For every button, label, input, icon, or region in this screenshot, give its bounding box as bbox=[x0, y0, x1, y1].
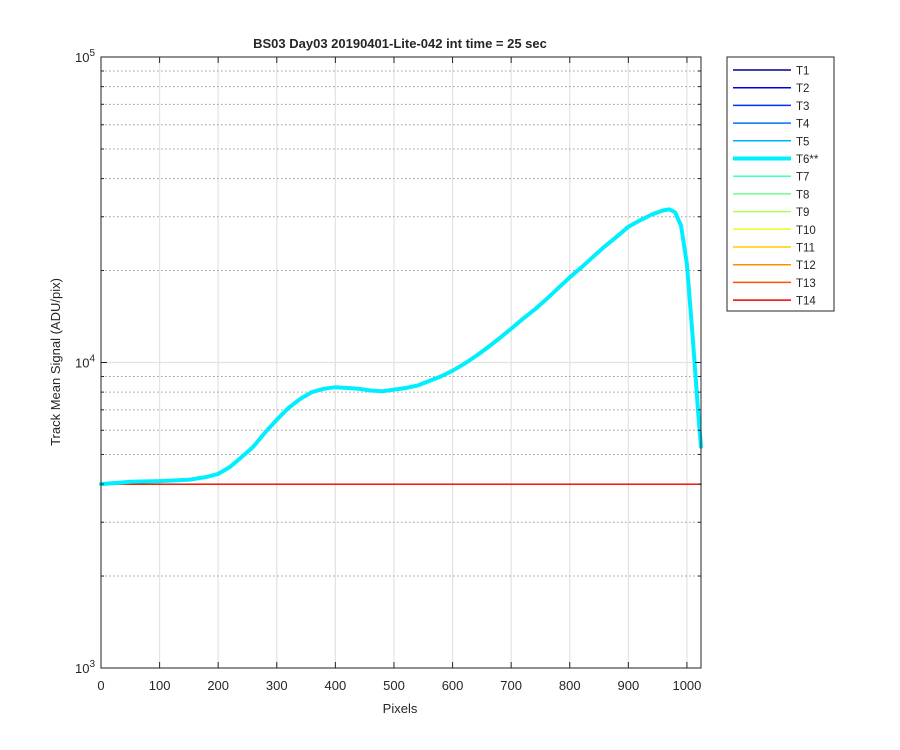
x-tick-label: 200 bbox=[207, 678, 229, 693]
legend-item[interactable]: T2 bbox=[733, 83, 809, 95]
x-tick-label: 1000 bbox=[672, 678, 701, 693]
legend-label: T6** bbox=[796, 154, 819, 166]
legend-item[interactable]: T9 bbox=[733, 207, 809, 219]
x-axis-label: Pixels bbox=[383, 701, 418, 716]
legend-label: T3 bbox=[796, 101, 809, 113]
x-tick-label: 0 bbox=[97, 678, 104, 693]
legend-item[interactable]: T3 bbox=[733, 101, 809, 113]
legend-item[interactable]: T5 bbox=[733, 136, 809, 148]
chart-title: BS03 Day03 20190401-Lite-042 int time = … bbox=[253, 36, 547, 51]
legend-item[interactable]: T10 bbox=[733, 225, 816, 237]
legend-label: T10 bbox=[796, 225, 816, 237]
y-tick-label: 104 bbox=[75, 354, 95, 371]
x-tick-label: 100 bbox=[149, 678, 171, 693]
x-tick-label: 400 bbox=[325, 678, 347, 693]
legend-item[interactable]: T13 bbox=[733, 278, 816, 290]
legend-item[interactable]: T12 bbox=[733, 260, 816, 272]
legend-label: T4 bbox=[796, 119, 810, 131]
legend-item[interactable]: T8 bbox=[733, 189, 809, 201]
legend-label: T7 bbox=[796, 172, 809, 184]
legend-item[interactable]: T6** bbox=[733, 154, 819, 166]
tick-layer: 0 100 200 300 400 500 600 700 800 900 1000 103 104 10… bbox=[75, 48, 701, 693]
legend-label: T1 bbox=[796, 66, 809, 78]
legend-item[interactable]: T4 bbox=[733, 119, 810, 131]
y-tick-label: 105 bbox=[75, 48, 95, 65]
legend-label: T13 bbox=[796, 278, 816, 290]
legend-label: T5 bbox=[796, 136, 809, 148]
legend-item[interactable]: T11 bbox=[733, 243, 815, 255]
x-tick-label: 900 bbox=[617, 678, 639, 693]
legend-label: T11 bbox=[796, 243, 815, 255]
grid-layer bbox=[100, 56, 701, 669]
legend-items: T1 T2 T3 T4 T5 T6** T7 T8 T9 T10 T11 T12 T13 T14 bbox=[733, 66, 819, 308]
legend-item[interactable]: T7 bbox=[733, 172, 809, 184]
legend-label: T14 bbox=[796, 296, 816, 308]
legend-item[interactable]: T1 bbox=[733, 66, 809, 78]
plot-area: 0 100 200 300 400 500 600 700 800 900 1000 103 104 10… bbox=[75, 48, 703, 693]
y-axis-label: Track Mean Signal (ADU/pix) bbox=[48, 278, 63, 446]
x-tick-label: 700 bbox=[500, 678, 522, 693]
series-line-t6 bbox=[99, 207, 703, 487]
legend-label: T2 bbox=[796, 83, 809, 95]
legend-box bbox=[726, 56, 835, 312]
x-tick-label: 800 bbox=[559, 678, 581, 693]
y-tick-label: 103 bbox=[75, 659, 95, 676]
legend[interactable]: T1 T2 T3 T4 T5 T6** T7 T8 T9 T10 T11 T12 T13 T14 bbox=[726, 56, 835, 312]
legend-label: T9 bbox=[796, 207, 809, 219]
legend-label: T12 bbox=[796, 260, 816, 272]
legend-label: T8 bbox=[796, 189, 809, 201]
x-tick-label: 600 bbox=[442, 678, 464, 693]
legend-item[interactable]: T14 bbox=[733, 296, 816, 308]
series-layer bbox=[99, 207, 703, 487]
x-tick-label: 300 bbox=[266, 678, 288, 693]
x-tick-label: 500 bbox=[383, 678, 405, 693]
